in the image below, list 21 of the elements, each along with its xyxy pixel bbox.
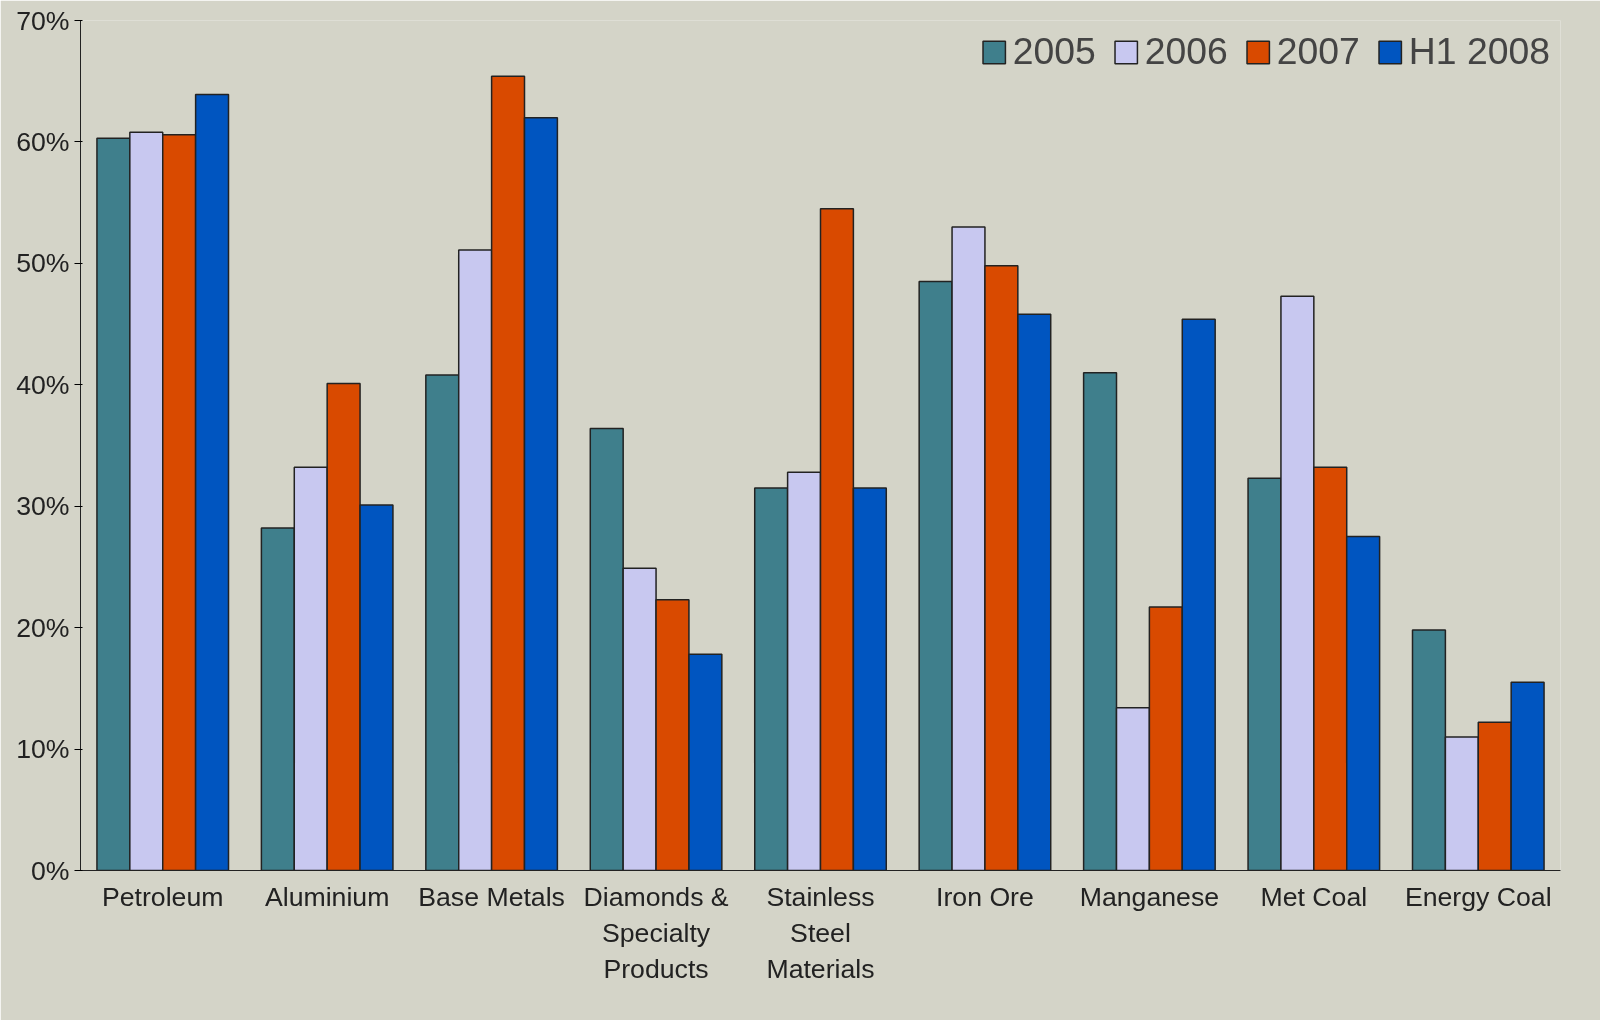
x-tick-label: Met Coal [1260, 881, 1368, 912]
x-tick-label: Diamonds & Specialty Products [583, 881, 729, 984]
y-tick-label: 70% [16, 5, 70, 36]
y-tick-label: 10% [16, 734, 70, 765]
y-tick-label: 60% [16, 126, 70, 157]
x-tick-label: Base Metals [418, 881, 565, 912]
x-tick-label: Aluminium [264, 881, 390, 912]
legend-label: 2007 [1276, 30, 1360, 73]
y-tick-label: 20% [16, 612, 70, 643]
legend-label: 2005 [1012, 30, 1096, 73]
x-tick-label: Energy Coal [1404, 881, 1552, 912]
legend-label: H1 2008 [1408, 30, 1550, 73]
x-tick-label: Manganese [1079, 881, 1220, 912]
x-tick-label: Stainless Steel Materials [766, 881, 875, 984]
y-tick-label: 50% [16, 248, 70, 279]
x-tick-label: Iron Ore [936, 881, 1034, 912]
x-tick-label: Petroleum [101, 881, 224, 912]
legend-label: 2006 [1144, 30, 1228, 73]
y-tick-label: 40% [16, 369, 70, 400]
y-tick-label: 30% [16, 491, 70, 522]
y-tick-label: 0% [30, 855, 70, 886]
